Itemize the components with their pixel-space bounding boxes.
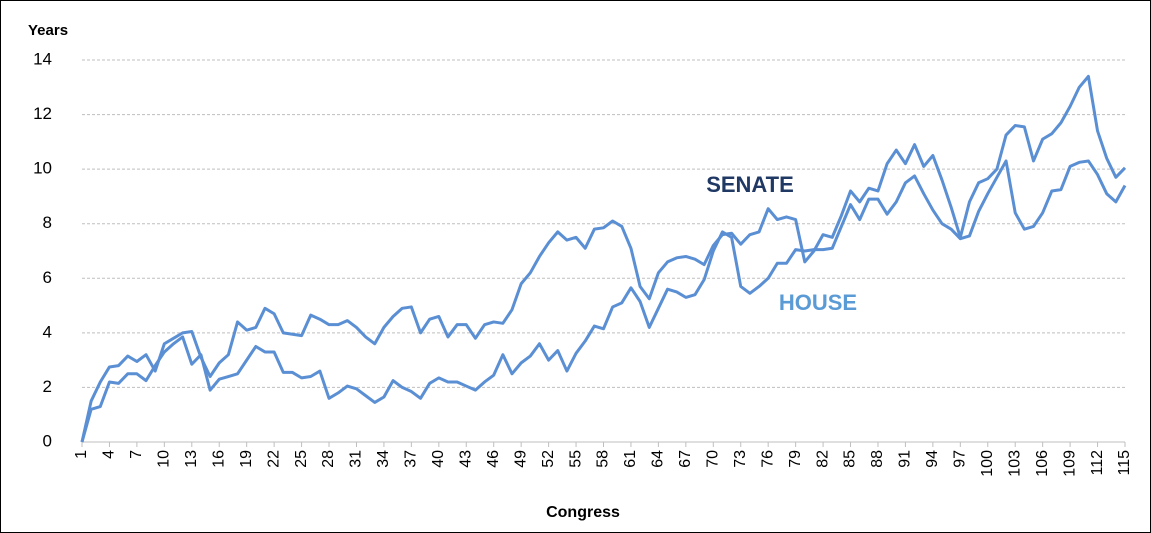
x-tick-label: 94 <box>924 450 941 468</box>
x-tick-label: 55 <box>567 450 584 468</box>
x-tick-label: 73 <box>732 450 749 468</box>
x-tick-label: 46 <box>485 450 502 468</box>
x-tick-label: 103 <box>1006 450 1023 477</box>
x-tick-label: 88 <box>869 450 886 468</box>
x-tick-label: 79 <box>787 450 804 468</box>
x-tick-label: 58 <box>595 450 612 468</box>
y-tick-label: 8 <box>43 213 52 232</box>
y-tick-label: 12 <box>33 104 52 123</box>
series-line <box>80 159 1127 443</box>
y-axis-title: Years <box>28 22 68 39</box>
x-tick-label: 1 <box>73 450 90 459</box>
series-label: HOUSE <box>779 290 857 315</box>
y-tick-label: 2 <box>43 377 52 396</box>
x-tick-label: 91 <box>897 450 914 468</box>
x-tick-label: 64 <box>650 450 667 468</box>
x-tick-label: 115 <box>1116 450 1133 476</box>
x-tick-label: 28 <box>320 450 337 468</box>
x-tick-label: 25 <box>293 450 310 468</box>
x-tick-label: 97 <box>952 450 969 468</box>
series-label: SENATE <box>706 172 794 197</box>
x-tick-label: 16 <box>210 450 227 468</box>
x-tick-label: 43 <box>457 450 474 468</box>
x-tick-label: 76 <box>759 450 776 468</box>
x-tick-label: 37 <box>403 450 420 468</box>
x-tick-label: 13 <box>183 450 200 468</box>
x-tick-label: 34 <box>375 450 392 468</box>
y-tick-label: 10 <box>33 159 52 178</box>
x-tick-label: 49 <box>512 450 529 468</box>
x-tick-label: 52 <box>540 450 557 468</box>
x-tick-label: 67 <box>677 450 694 468</box>
x-tick-label: 40 <box>430 450 447 468</box>
x-tick-label: 106 <box>1034 450 1051 477</box>
x-tick-label: 22 <box>265 450 282 468</box>
series-line <box>80 74 1127 443</box>
x-tick-label: 7 <box>128 450 145 459</box>
x-tick-label: 85 <box>842 450 859 468</box>
y-tick-label: 4 <box>43 322 52 341</box>
x-axis-title: Congress <box>546 504 620 521</box>
x-tick-label: 19 <box>238 450 255 468</box>
x-tick-label: 112 <box>1089 450 1106 476</box>
x-tick-label: 4 <box>101 450 118 459</box>
y-tick-label: 0 <box>43 431 52 450</box>
x-tick-label: 61 <box>622 450 639 468</box>
x-tick-label: 82 <box>814 450 831 468</box>
x-tick-label: 10 <box>156 450 173 468</box>
y-tick-label: 14 <box>33 49 52 68</box>
x-tick-label: 100 <box>979 450 996 477</box>
x-tick-label: 70 <box>705 450 722 468</box>
x-tick-label: 109 <box>1061 450 1078 477</box>
y-tick-label: 6 <box>43 268 52 287</box>
x-tick-label: 31 <box>348 450 365 468</box>
